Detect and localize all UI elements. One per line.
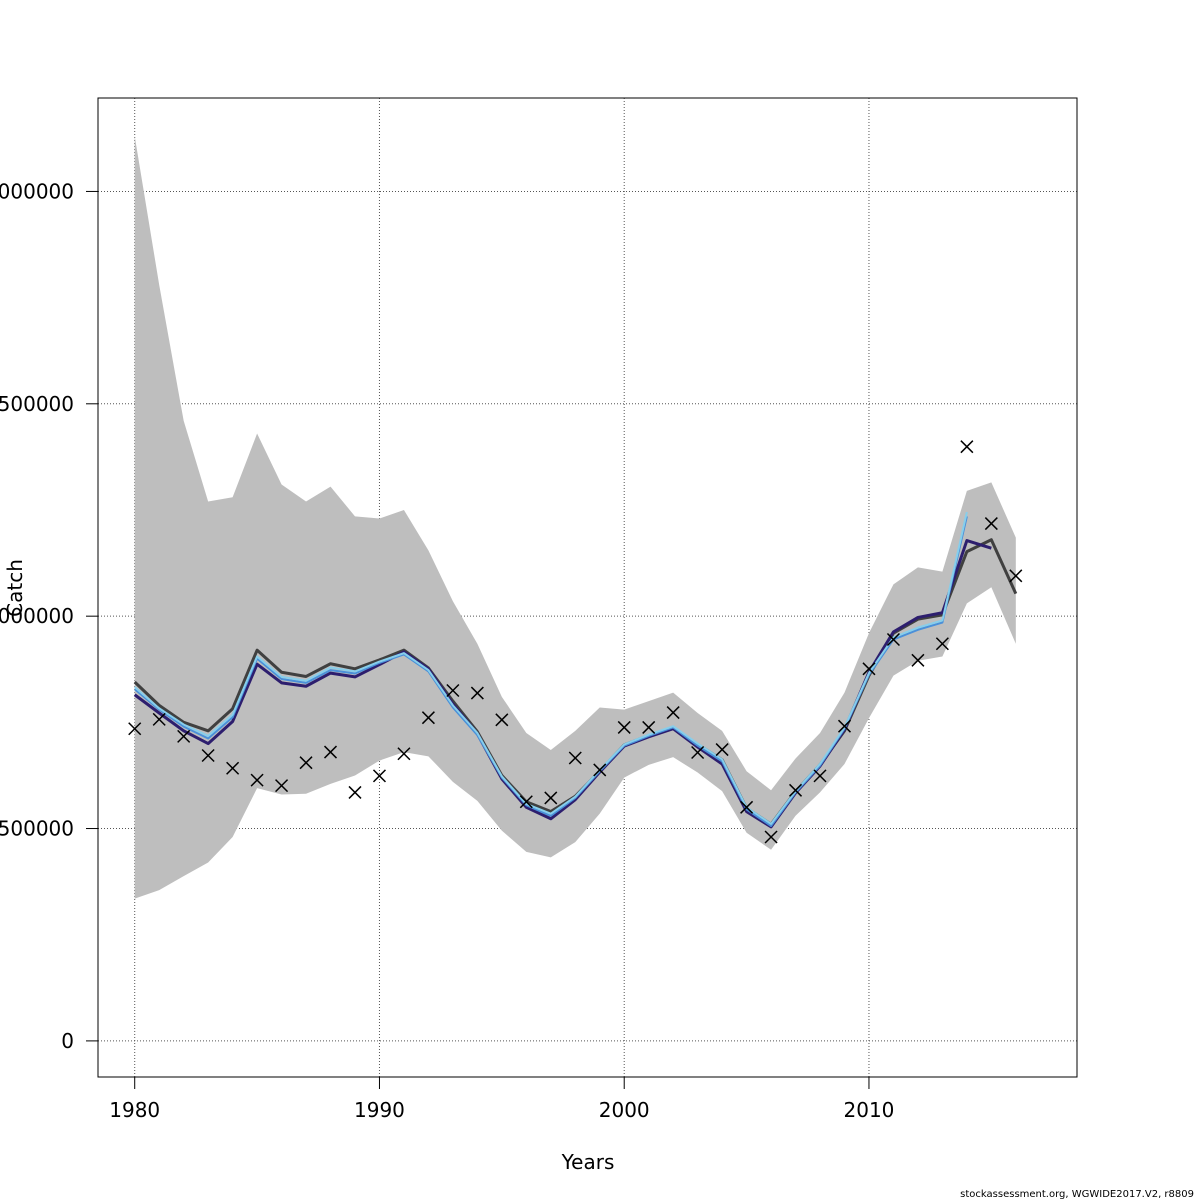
observed-point: [691, 745, 705, 760]
observed-point: [837, 719, 852, 733]
observed-point: [789, 783, 803, 797]
observed-point: [421, 711, 435, 725]
confidence-band-area: [134, 136, 1016, 899]
observed-point: [348, 785, 362, 799]
observed-point: [715, 743, 729, 757]
y-tick-label: 0: [61, 1029, 74, 1053]
observed-point: [740, 800, 754, 814]
observed-point: [177, 729, 191, 743]
observed-point: [568, 751, 582, 765]
observed-point: [226, 761, 240, 775]
observed-point: [470, 686, 484, 700]
observed-point: [323, 745, 338, 759]
observed-point: [495, 713, 509, 727]
observed-point: [519, 795, 533, 809]
observed-point: [128, 722, 142, 736]
observed-point: [544, 791, 558, 805]
y-axis: 0 500000 1000000 1500000 2000000: [0, 179, 98, 1053]
observed-points: [128, 440, 1023, 844]
observed-point: [886, 632, 900, 647]
x-axis-title: Years: [561, 1150, 615, 1174]
series-line-4: [134, 511, 968, 825]
y-tick-label: 2000000: [0, 179, 74, 203]
x-tick-label: 2010: [844, 1098, 895, 1122]
observed-point: [911, 653, 925, 667]
observed-point: [617, 720, 631, 734]
observed-point: [299, 756, 313, 770]
x-axis: 1980 1990 2000 2010: [109, 1077, 894, 1122]
observed-point: [666, 706, 680, 720]
observed-point: [984, 517, 998, 531]
observed-point: [397, 747, 411, 761]
observed-point: [1009, 569, 1023, 583]
observed-point: [935, 637, 949, 651]
x-tick-label: 1990: [354, 1098, 405, 1122]
observed-point: [813, 769, 827, 783]
observed-point: [764, 830, 778, 844]
observed-point: [372, 769, 386, 783]
observed-point: [275, 779, 289, 793]
observed-point: [593, 763, 607, 777]
footer-credit: stockassessment.org, WGWIDE2017.V2, r880…: [960, 1189, 1194, 1200]
observed-point: [960, 440, 974, 454]
observed-point: [201, 748, 215, 763]
y-tick-label: 500000: [0, 817, 74, 841]
observed-point: [862, 662, 876, 676]
series-lines: [133, 511, 1018, 829]
y-axis-title: Catch: [3, 559, 27, 617]
y-tick-label: 1000000: [0, 604, 74, 628]
plot-frame: [97, 97, 1078, 1078]
observed-point: [250, 773, 264, 787]
x-tick-label: 2000: [599, 1098, 650, 1122]
confidence-band: [134, 136, 1016, 899]
observed-point: [152, 712, 166, 726]
observed-point: [446, 683, 460, 698]
x-tick-label: 1980: [109, 1098, 160, 1122]
y-tick-label: 1500000: [0, 392, 74, 416]
observed-point: [642, 720, 656, 734]
